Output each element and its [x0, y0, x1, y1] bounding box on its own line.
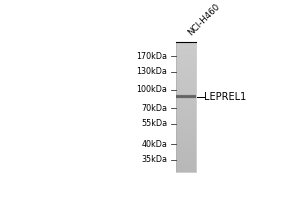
Bar [176, 49, 196, 52]
Bar [176, 94, 196, 95]
Bar [176, 55, 196, 59]
Text: 170kDa: 170kDa [136, 52, 167, 61]
Text: 70kDa: 70kDa [141, 104, 167, 113]
Bar [176, 143, 196, 146]
Text: 130kDa: 130kDa [136, 67, 167, 76]
Bar [176, 88, 196, 91]
Bar [176, 94, 196, 97]
Bar [176, 99, 196, 100]
Bar [176, 159, 196, 162]
Bar [176, 140, 196, 143]
Bar [176, 130, 196, 133]
Bar [176, 68, 196, 72]
Bar [176, 123, 196, 127]
Text: 100kDa: 100kDa [136, 85, 167, 94]
Bar [176, 75, 196, 78]
Bar [176, 104, 196, 107]
Bar [176, 156, 196, 159]
Bar [176, 85, 196, 88]
Bar [176, 107, 196, 110]
Bar [176, 97, 196, 98]
Bar [176, 149, 196, 152]
Bar [176, 120, 196, 123]
Bar [176, 95, 196, 98]
Bar [176, 162, 196, 165]
Text: 55kDa: 55kDa [141, 119, 167, 128]
Bar [176, 52, 196, 55]
Text: 40kDa: 40kDa [141, 140, 167, 149]
Bar [176, 146, 196, 149]
Bar [176, 101, 196, 104]
Bar [176, 110, 196, 114]
Bar [176, 169, 196, 172]
Bar [176, 114, 196, 117]
Bar [176, 91, 196, 94]
Bar [176, 98, 196, 99]
Bar [176, 117, 196, 120]
Bar [176, 152, 196, 156]
Bar [176, 133, 196, 136]
Bar [176, 42, 196, 172]
Text: 35kDa: 35kDa [141, 155, 167, 164]
Bar [176, 62, 196, 65]
Bar [176, 72, 196, 75]
Bar [176, 96, 196, 97]
Bar [176, 59, 196, 62]
Bar [176, 78, 196, 81]
Bar [176, 95, 196, 96]
Bar [176, 127, 196, 130]
Bar [176, 65, 196, 68]
Bar [176, 46, 196, 49]
Bar [176, 81, 196, 85]
Text: NCI-H460: NCI-H460 [186, 2, 221, 38]
Bar [176, 97, 196, 101]
Bar [176, 42, 196, 46]
Bar [176, 165, 196, 169]
Bar [176, 136, 196, 140]
Text: LEPREL1: LEPREL1 [204, 92, 247, 102]
